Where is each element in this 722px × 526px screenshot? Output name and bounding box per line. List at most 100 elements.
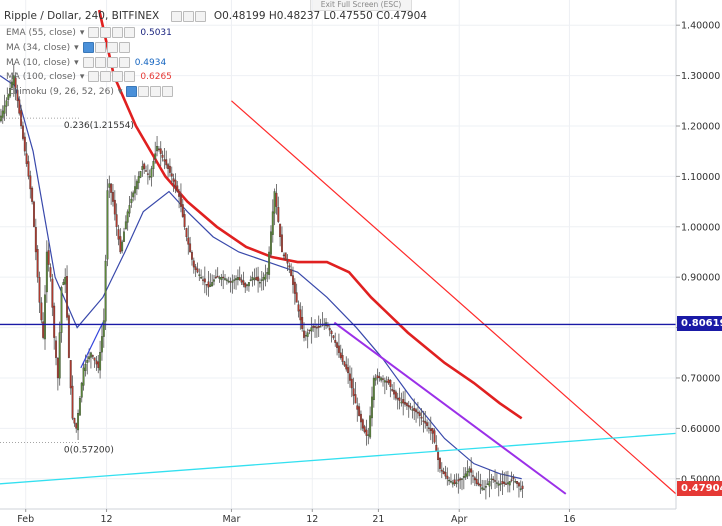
candle-body <box>413 408 416 411</box>
candle-body <box>176 185 179 192</box>
candle-body <box>185 228 188 238</box>
candle-body <box>505 483 508 485</box>
candle-body <box>394 391 397 399</box>
candle-body <box>295 292 298 303</box>
close-icon[interactable] <box>112 27 124 38</box>
candle-body <box>279 223 282 238</box>
candle-body <box>435 445 438 452</box>
indicator-label: MA (10, close) <box>6 57 71 68</box>
close-icon[interactable] <box>194 10 206 22</box>
candle-body <box>506 482 509 485</box>
close-icon[interactable] <box>112 71 124 82</box>
more-icon[interactable] <box>118 42 130 53</box>
candle-body <box>238 277 241 280</box>
eye-icon[interactable] <box>82 42 94 53</box>
candle-body <box>56 358 59 379</box>
eye-icon[interactable] <box>126 86 138 97</box>
candle-body <box>71 385 74 419</box>
candle-body <box>372 377 375 401</box>
candle-body <box>229 281 232 283</box>
candle-body <box>224 278 226 280</box>
candle-body <box>387 379 390 384</box>
candle-body <box>47 250 50 265</box>
candle-body <box>371 396 373 419</box>
indicator-ma34[interactable]: MA (34, close) ▾ <box>6 42 135 53</box>
candle-body <box>400 401 403 404</box>
candle-body <box>488 481 491 487</box>
candle-body <box>80 382 83 398</box>
time-tick-label: 16 <box>563 514 575 525</box>
candle-body <box>354 394 357 404</box>
eye-icon[interactable] <box>100 71 112 82</box>
last-price-badge: 0.47904 <box>677 481 722 497</box>
more-icon[interactable] <box>124 27 136 38</box>
candle-body <box>82 367 85 386</box>
candle-body <box>161 154 164 158</box>
candle-body <box>479 484 482 487</box>
candle-body <box>1 110 4 118</box>
candle-body <box>516 481 519 484</box>
candle-body <box>284 252 287 260</box>
settings-icon[interactable] <box>170 10 182 22</box>
close-icon[interactable] <box>106 57 118 68</box>
exit-fullscreen-button[interactable]: Exit Full Screen (ESC) <box>310 0 412 11</box>
price-tick-label: 1.40000 <box>681 21 720 32</box>
candle-body <box>303 330 305 338</box>
candle-body <box>383 380 386 383</box>
candle-body <box>517 482 520 487</box>
eye-icon[interactable] <box>94 57 106 68</box>
candle-body <box>191 252 193 260</box>
candle-body <box>102 320 105 337</box>
candle-body <box>86 360 89 363</box>
candle-body <box>62 282 65 286</box>
candle-body <box>139 171 142 178</box>
candle-body <box>49 267 52 278</box>
more-icon[interactable] <box>124 71 136 82</box>
candle-body <box>132 192 135 198</box>
eye-icon[interactable] <box>100 27 112 38</box>
indicator-ma100[interactable]: MA (100, close) ▾ 0.6265 <box>6 71 172 82</box>
settings-icon[interactable] <box>138 86 150 97</box>
candle-body <box>301 317 304 329</box>
candle-body <box>157 148 160 151</box>
gear-icon[interactable] <box>182 10 194 22</box>
settings-icon[interactable] <box>88 27 100 38</box>
candle-body <box>345 364 348 370</box>
candle-body <box>486 483 489 485</box>
candle-body <box>9 88 12 97</box>
candle-body <box>258 282 261 284</box>
candle-body <box>317 325 320 328</box>
close-icon[interactable] <box>106 42 118 53</box>
candle-body <box>314 326 316 328</box>
candle-body <box>192 260 195 268</box>
candle-body <box>304 334 307 337</box>
more-icon[interactable] <box>162 86 174 97</box>
candle-body <box>181 204 184 217</box>
candle-body <box>240 279 243 283</box>
candle-body <box>12 75 15 85</box>
candle-body <box>69 360 72 389</box>
settings-icon[interactable] <box>82 57 94 68</box>
candle-body <box>472 475 474 477</box>
candle-body <box>150 168 153 178</box>
close-icon[interactable] <box>150 86 162 97</box>
candle-body <box>497 483 500 486</box>
candle-body <box>343 361 346 366</box>
indicator-ichimoku[interactable]: Ichimoku (9, 26, 52, 26) ▾ <box>6 86 174 97</box>
candle-body <box>154 153 157 160</box>
candle-body <box>374 377 377 381</box>
candle-body <box>40 302 43 321</box>
more-icon[interactable] <box>118 57 130 68</box>
candle-body <box>213 279 215 282</box>
settings-icon[interactable] <box>88 71 100 82</box>
candle-body <box>339 352 342 358</box>
candle-body <box>334 339 337 343</box>
time-axis-bg <box>0 509 722 526</box>
settings-icon[interactable] <box>94 42 106 53</box>
candle-body <box>3 105 6 114</box>
horizontal-line-price-badge: 0.80619 <box>677 316 722 332</box>
candle-body <box>457 479 460 482</box>
indicator-ma10[interactable]: MA (10, close) ▾ 0.4934 <box>6 57 167 68</box>
indicator-ema55[interactable]: EMA (55, close) ▾ 0.5031 <box>6 27 172 38</box>
candle-body <box>293 281 296 294</box>
